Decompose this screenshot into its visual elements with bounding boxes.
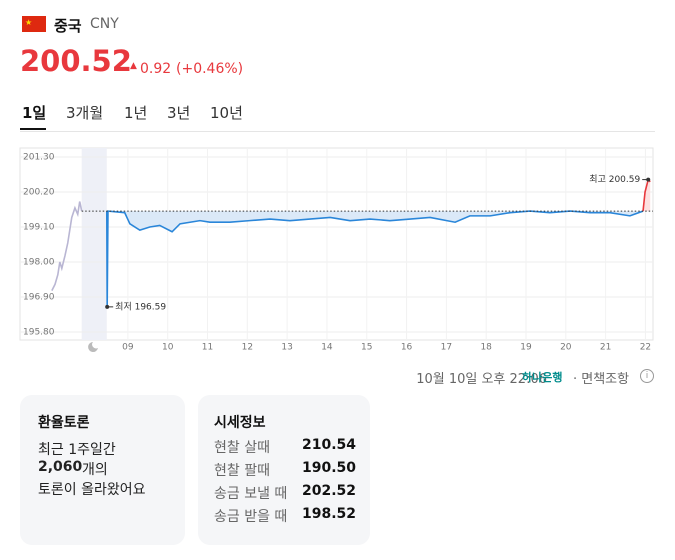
card-title: 시세정보: [214, 415, 266, 431]
x-tick-label: 10: [162, 343, 174, 353]
rate-value: 198.52: [302, 506, 357, 522]
closed-zone: [81, 148, 107, 340]
card-title: 환율토론: [38, 415, 90, 431]
up-icon: ▲: [130, 61, 137, 71]
rate-label: 송금 받을 때: [214, 509, 288, 525]
area-fill: [643, 179, 651, 212]
x-tick-label: 13: [281, 343, 292, 353]
x-tick-label: 22: [640, 343, 651, 353]
tab[interactable]: 3개월: [66, 104, 104, 122]
tab[interactable]: 3년: [167, 104, 191, 122]
x-tick-label: 18: [480, 343, 492, 353]
currency-code: CNY: [90, 16, 119, 32]
info-icon[interactable]: i: [640, 369, 654, 383]
change-pct: (+0.46%): [176, 61, 244, 77]
line: [105, 210, 644, 307]
card-text: 최근 1주일간: [38, 442, 116, 458]
y-tick-label: 199.10: [23, 223, 55, 233]
currency-name: 중국: [54, 17, 82, 35]
y-tick-label: 198.00: [23, 258, 55, 268]
x-tick-label: 12: [242, 343, 253, 353]
x-tick-label: 17: [441, 343, 452, 353]
x-tick-label: 09: [122, 343, 134, 353]
x-tick-label: 16: [401, 343, 413, 353]
x-tick-label: 14: [321, 343, 333, 353]
x-tick-label: 21: [600, 343, 611, 353]
rates-card: 시세정보 현찰 살때 210.54 현찰 팔때 190.50 송금 보낼 때 202.52…: [198, 395, 370, 545]
price: 200.52: [20, 44, 132, 78]
y-tick-label: 200.20: [23, 188, 55, 198]
tab-underline: [20, 128, 46, 130]
annotation-label: 최고 200.59: [589, 174, 640, 185]
y-tick-label: 195.80: [23, 328, 55, 338]
change: 0.92: [140, 61, 172, 77]
timestamp: 10월 10일 오후 22:06: [416, 372, 547, 387]
bank: 하나은행: [522, 371, 563, 384]
y-tick-label: 201.30: [23, 153, 55, 163]
annotation-dot: [105, 304, 110, 309]
divider: [20, 131, 655, 132]
annotation-label: 최저 196.59: [115, 301, 166, 312]
area-fill: [106, 211, 644, 307]
line: [51, 201, 83, 291]
x-tick-label: 15: [361, 343, 372, 353]
rate-label: 송금 보낼 때: [214, 486, 288, 502]
flag: ★: [22, 16, 46, 32]
annotation-dot: [646, 177, 651, 182]
x-tick-label: 19: [520, 343, 532, 353]
flag-star: ★: [25, 18, 33, 27]
tab[interactable]: 1일: [22, 104, 47, 122]
disclaimer[interactable]: · 면책조항: [573, 372, 630, 387]
discussion-card[interactable]: 환율토론 최근 1주일간 2,060 개의 토론이 올라왔어요: [20, 395, 185, 545]
rate-label: 현찰 팔때: [214, 463, 270, 479]
y-tick-label: 196.90: [23, 293, 55, 303]
tab[interactable]: 1년: [124, 104, 148, 122]
tab[interactable]: 10년: [210, 104, 243, 122]
card-text: 토론이 올라왔어요: [38, 482, 146, 498]
x-tick-label: 11: [202, 343, 213, 353]
rate-value: 202.52: [302, 483, 357, 499]
night-icon: [88, 342, 98, 352]
plot-frame: [19, 147, 654, 341]
card-count: 2,060: [38, 459, 83, 475]
rate-value: 190.50: [302, 460, 357, 476]
rate-value: 210.54: [302, 437, 357, 453]
card-text: 개의: [82, 462, 108, 478]
rate-label: 현찰 살때: [214, 440, 270, 456]
x-tick-label: 20: [560, 343, 572, 353]
